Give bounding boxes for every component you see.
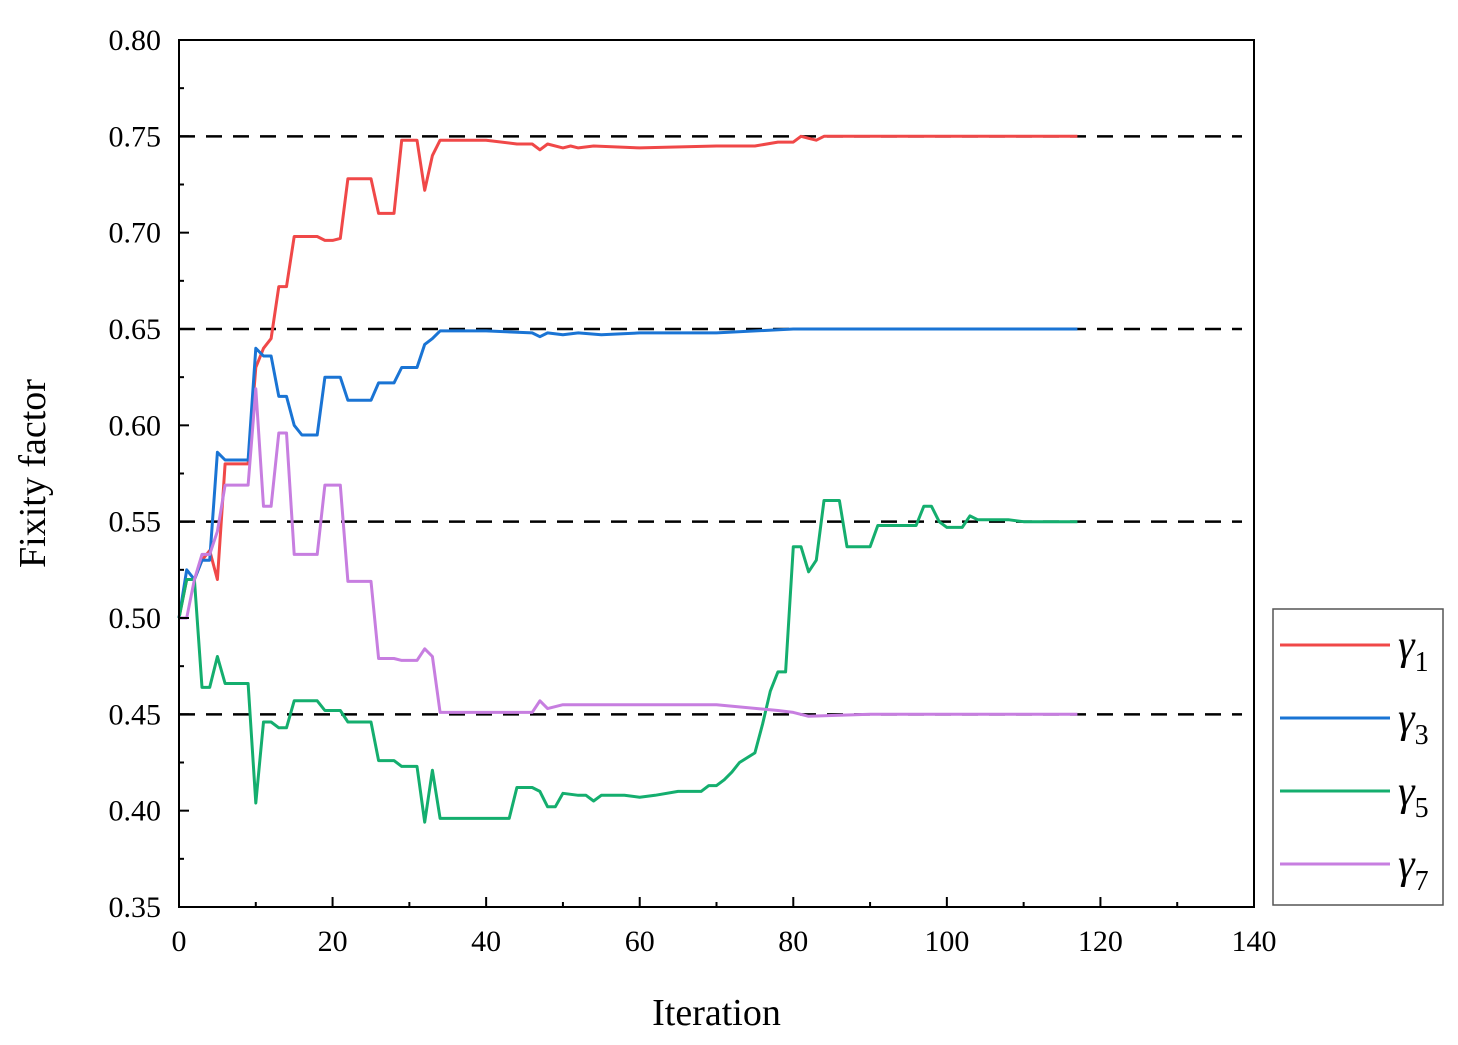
y-tick-label: 0.45 [109, 698, 162, 731]
x-tick-label: 140 [1232, 925, 1277, 958]
x-tick-label: 100 [924, 925, 969, 958]
x-tick-label: 40 [471, 925, 501, 958]
y-tick-label: 0.70 [109, 217, 162, 250]
legend: γ1 γ3 γ5 γ7 [1272, 608, 1444, 906]
series-line-3 [177, 499, 1078, 824]
y-tick-label: 0.60 [109, 409, 162, 442]
series-lines [177, 134, 1078, 824]
series-line-2 [177, 327, 1078, 619]
legend-label: γ3 [1398, 696, 1429, 751]
legend-label: γ7 [1398, 842, 1429, 897]
x-tick-label: 80 [778, 925, 808, 958]
legend-label: γ1 [1398, 623, 1429, 678]
y-axis-title: Fixity factor [12, 379, 54, 568]
y-axis-ticks: 0.35 0.40 0.45 0.50 0.55 0.60 0.65 0.70 0.75 0.80 [109, 24, 189, 924]
plot-frame [178, 39, 1255, 908]
y-tick-label: 0.75 [109, 120, 162, 153]
x-axis-title: Iteration [652, 992, 781, 1034]
legend-box [1272, 608, 1444, 906]
reference-lines [179, 135, 1242, 716]
series-line-1 [177, 134, 1078, 619]
legend-label: γ5 [1398, 769, 1429, 824]
x-tick-label: 60 [625, 925, 655, 958]
x-axis-ticks: 0 20 40 60 80 100 120 140 [172, 897, 1277, 958]
y-tick-label: 0.55 [109, 506, 162, 539]
x-tick-label: 0 [172, 925, 187, 958]
y-tick-label: 0.65 [109, 313, 162, 346]
y-tick-label: 0.80 [109, 24, 162, 57]
series-line-4 [179, 387, 1078, 718]
x-tick-label: 120 [1078, 925, 1123, 958]
y-tick-label: 0.50 [109, 602, 162, 635]
y-tick-label: 0.40 [109, 795, 162, 828]
y-tick-label: 0.35 [109, 891, 162, 924]
x-tick-label: 20 [318, 925, 348, 958]
